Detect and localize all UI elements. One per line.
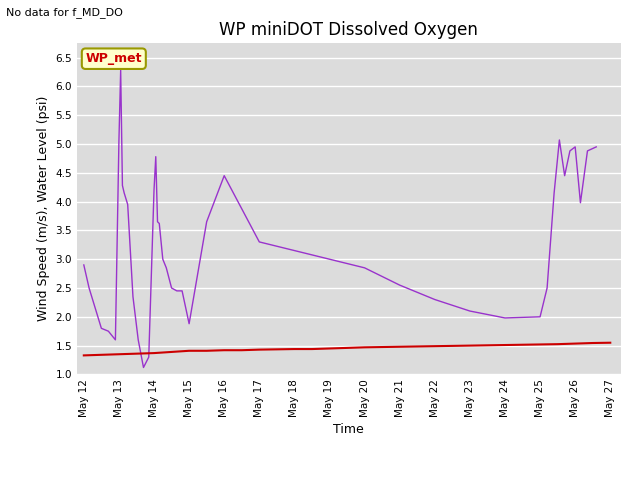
WP_ws (572, 144, 579, 150)
WP_ws (111, 337, 119, 343)
f_WaterLevel (273, 347, 281, 352)
f_WaterLevel (203, 348, 211, 354)
f_WaterLevel (607, 340, 614, 346)
WP_ws (185, 321, 193, 326)
f_WaterLevel (115, 351, 123, 357)
WP_ws (291, 248, 298, 253)
Line: f_WaterLevel: f_WaterLevel (84, 343, 611, 355)
WP_ws (85, 285, 93, 291)
f_WaterLevel (589, 340, 596, 346)
WP_ws (173, 288, 180, 294)
WP_ws (150, 187, 158, 193)
WP_ws (90, 302, 98, 308)
WP_ws (80, 262, 88, 268)
WP_ws (156, 221, 163, 227)
f_WaterLevel (238, 348, 246, 353)
WP_ws (466, 308, 474, 314)
f_WaterLevel (291, 346, 298, 352)
f_WaterLevel (308, 346, 316, 352)
WP_ws (140, 365, 147, 371)
WP_ws (220, 173, 228, 179)
WP_ws (159, 256, 166, 262)
WP_ws (543, 285, 551, 291)
WP_ws (179, 288, 186, 294)
WP_ws (118, 182, 126, 188)
f_WaterLevel (484, 342, 492, 348)
WP_ws (168, 285, 175, 291)
WP_ws (361, 265, 369, 271)
f_WaterLevel (449, 343, 456, 349)
WP_ws (104, 328, 112, 334)
WP_ws (556, 137, 563, 143)
f_WaterLevel (518, 342, 526, 348)
Y-axis label: Wind Speed (m/s), Water Level (psi): Wind Speed (m/s), Water Level (psi) (36, 96, 50, 322)
WP_ws (129, 294, 137, 300)
f_WaterLevel (378, 344, 386, 350)
Text: WP_met: WP_met (86, 52, 142, 65)
f_WaterLevel (185, 348, 193, 354)
f_WaterLevel (572, 341, 579, 347)
WP_ws (561, 173, 568, 179)
WP_ws (326, 256, 333, 262)
WP_ws (577, 200, 584, 205)
WP_ws (203, 219, 211, 225)
f_WaterLevel (466, 343, 474, 348)
f_WaterLevel (501, 342, 509, 348)
f_WaterLevel (431, 343, 438, 349)
WP_ws (120, 190, 128, 196)
f_WaterLevel (150, 350, 158, 356)
f_WaterLevel (220, 348, 228, 353)
WP_ws (152, 154, 159, 159)
f_WaterLevel (361, 345, 369, 350)
f_WaterLevel (343, 345, 351, 351)
f_WaterLevel (536, 342, 544, 348)
WP_ws (124, 202, 132, 207)
WP_ws (145, 354, 152, 360)
Text: No data for f_MD_DO: No data for f_MD_DO (6, 7, 124, 18)
WP_ws (97, 325, 105, 331)
WP_ws (255, 239, 263, 245)
WP_ws (584, 148, 591, 154)
f_WaterLevel (326, 346, 333, 351)
f_WaterLevel (168, 349, 175, 355)
WP_ws (115, 138, 123, 144)
WP_ws (134, 337, 142, 343)
WP_ws (163, 265, 170, 271)
X-axis label: Time: Time (333, 423, 364, 436)
WP_ws (501, 315, 509, 321)
WP_ws (154, 219, 161, 225)
f_WaterLevel (554, 341, 561, 347)
WP_ws (536, 314, 544, 320)
f_WaterLevel (80, 352, 88, 358)
WP_ws (566, 148, 573, 154)
f_WaterLevel (97, 352, 105, 358)
Line: WP_ws: WP_ws (84, 70, 596, 368)
Title: WP miniDOT Dissolved Oxygen: WP miniDOT Dissolved Oxygen (220, 21, 478, 39)
WP_ws (550, 190, 558, 196)
WP_ws (117, 67, 125, 73)
WP_ws (431, 297, 438, 302)
WP_ws (593, 144, 600, 150)
f_WaterLevel (132, 351, 140, 357)
f_WaterLevel (396, 344, 404, 349)
WP_ws (396, 282, 404, 288)
f_WaterLevel (255, 347, 263, 352)
f_WaterLevel (413, 344, 421, 349)
